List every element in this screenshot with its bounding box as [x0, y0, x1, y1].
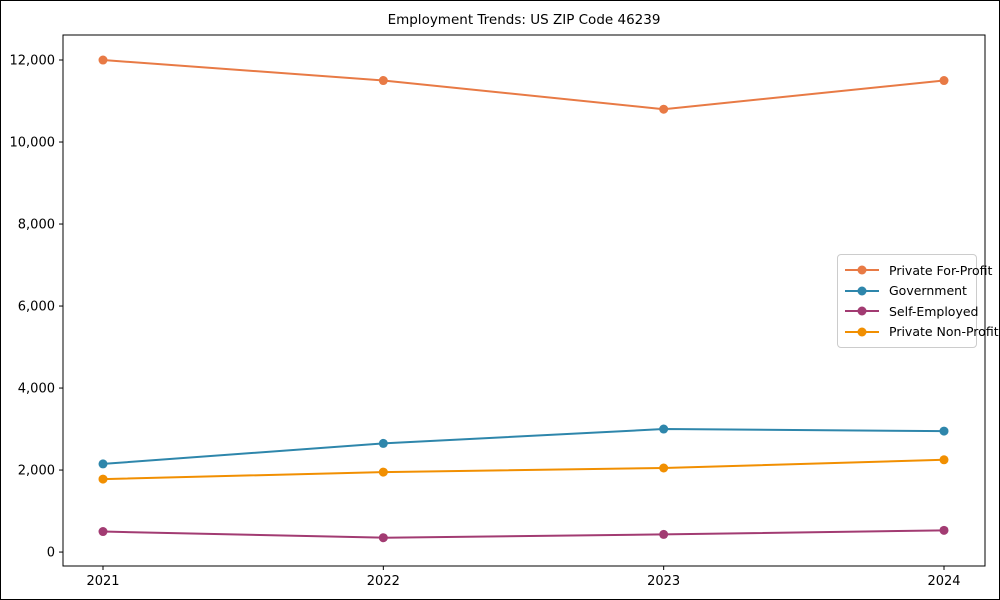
y-tick-label: 10,000: [10, 136, 56, 151]
series-line-private-for-profit: [102, 59, 945, 111]
legend-item-government: Government: [842, 281, 970, 302]
y-tick-label: 12,000: [10, 54, 56, 69]
series-self-employed: [98, 525, 949, 543]
series-private-non-profit: [98, 455, 949, 484]
legend-label-government: Government: [889, 283, 967, 299]
legend-marker-government: [845, 286, 879, 296]
legend-dot: [857, 286, 867, 296]
data-point-government-2024: [939, 426, 949, 436]
data-point-government-2023: [659, 424, 669, 434]
data-point-government-2022: [378, 438, 388, 448]
y-tick-label: 8,000: [18, 218, 55, 233]
legend-item-self-employed: Self-Employed: [842, 301, 978, 322]
series-private-for-profit: [98, 55, 949, 114]
legend-item-private-for-profit: Private For-Profit: [842, 260, 992, 281]
x-tick-label: 2023: [647, 574, 680, 589]
legend-marker-private-for-profit: [845, 265, 879, 275]
data-point-private-for-profit-2022: [378, 76, 388, 86]
legend-dot: [857, 327, 867, 337]
data-point-private-for-profit-2021: [98, 55, 108, 65]
legend-label-private-for-profit: Private For-Profit: [889, 262, 993, 278]
series-line-private-non-profit: [102, 458, 945, 481]
x-tick-label: 2022: [367, 574, 400, 589]
data-point-self-employed-2021: [98, 527, 108, 537]
plot-border: [62, 34, 986, 567]
y-axis: 0 2,000 4,000 6,000 8,000 10,000 12,000: [10, 54, 63, 561]
chart-title: Employment Trends: US ZIP Code 46239: [387, 12, 661, 28]
data-point-government-2021: [98, 459, 108, 469]
legend: Private For-Profit Government Self-Employe…: [837, 254, 999, 348]
legend-dot: [857, 306, 867, 316]
data-point-private-non-profit-2022: [378, 467, 388, 477]
y-tick-label: 0: [47, 546, 55, 561]
data-point-private-non-profit-2023: [659, 463, 669, 473]
legend-marker-self-employed: [845, 306, 879, 316]
legend-label-self-employed: Self-Employed: [889, 303, 979, 319]
data-point-private-for-profit-2024: [939, 76, 949, 86]
data-point-private-non-profit-2021: [98, 474, 108, 484]
x-axis: 2021 2022 2023 2024: [86, 566, 961, 589]
y-tick-label: 6,000: [18, 300, 55, 315]
y-tick-label: 4,000: [18, 382, 55, 397]
series-government: [98, 424, 949, 469]
legend-marker-private-non-profit: [845, 327, 879, 337]
legend-dot: [857, 265, 867, 275]
legend-label-private-non-profit: Private Non-Profit: [889, 324, 999, 340]
series-line-self-employed: [102, 529, 945, 539]
data-point-self-employed-2022: [378, 533, 388, 543]
legend-item-private-non-profit: Private Non-Profit: [842, 322, 999, 343]
x-tick-label: 2021: [86, 574, 119, 589]
series-line-government: [102, 428, 945, 465]
data-point-self-employed-2024: [939, 525, 949, 535]
data-point-self-employed-2023: [659, 529, 669, 539]
y-tick-label: 2,000: [18, 464, 55, 479]
x-tick-label: 2024: [927, 574, 960, 589]
data-point-private-for-profit-2023: [659, 104, 669, 114]
data-point-private-non-profit-2024: [939, 455, 949, 465]
